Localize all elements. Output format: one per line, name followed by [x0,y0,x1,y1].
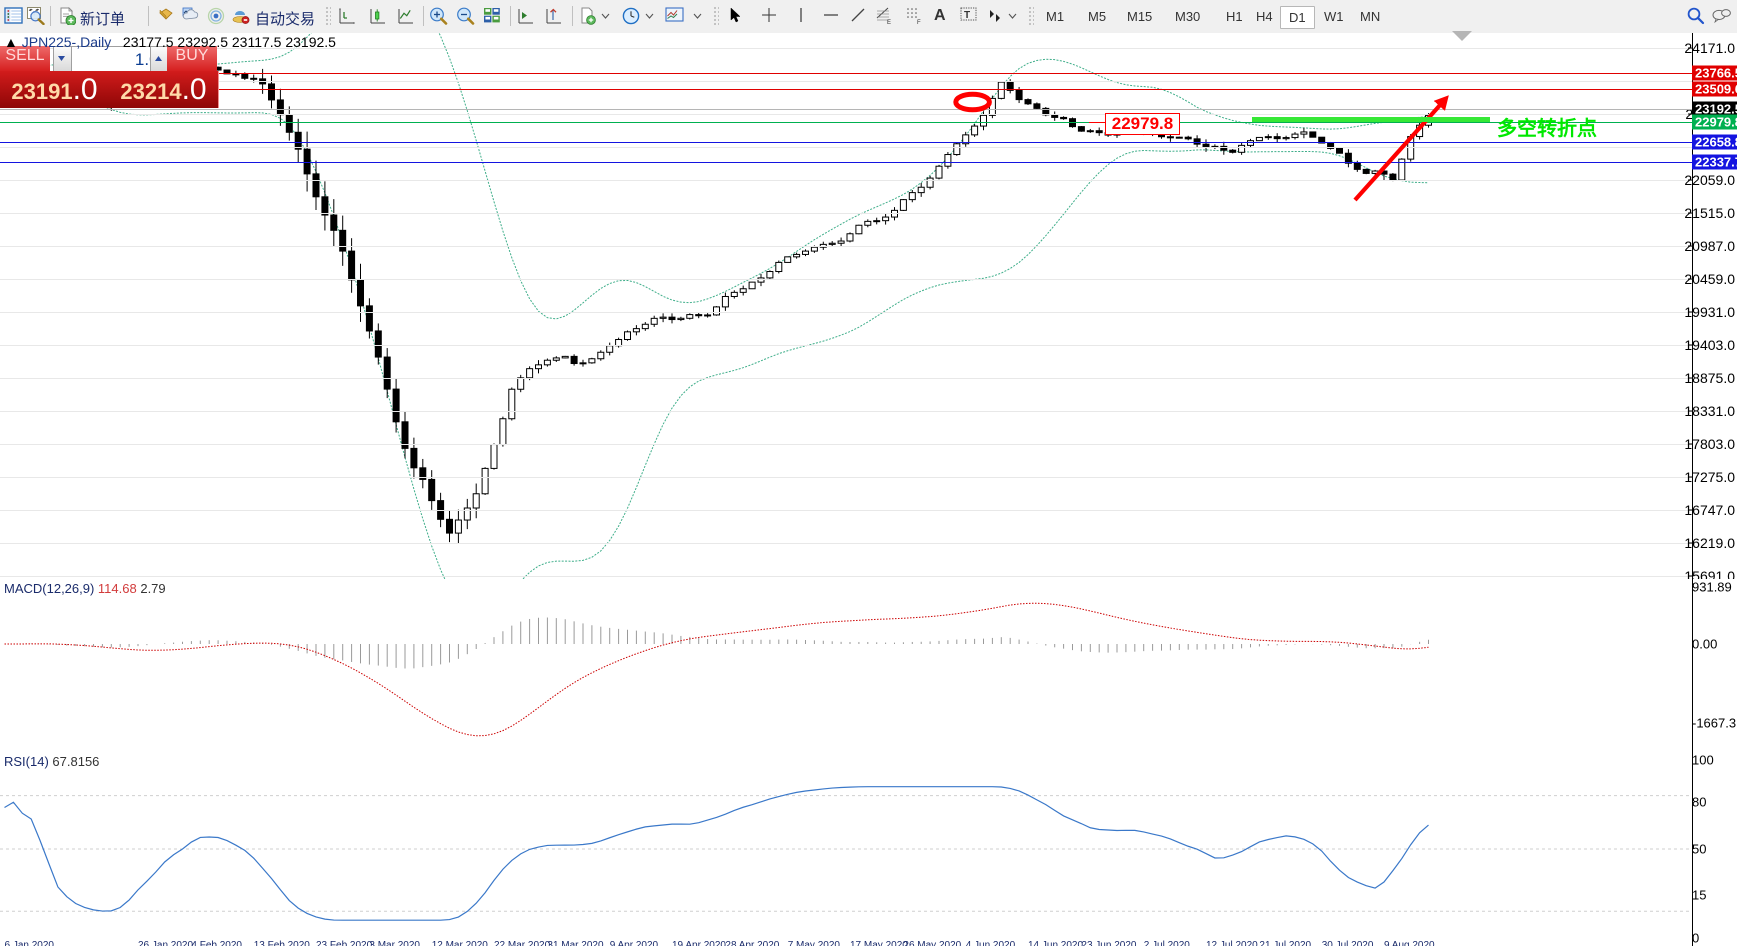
svg-text:T: T [964,10,970,21]
svg-text:E: E [887,20,891,25]
svg-text:F: F [917,20,921,25]
